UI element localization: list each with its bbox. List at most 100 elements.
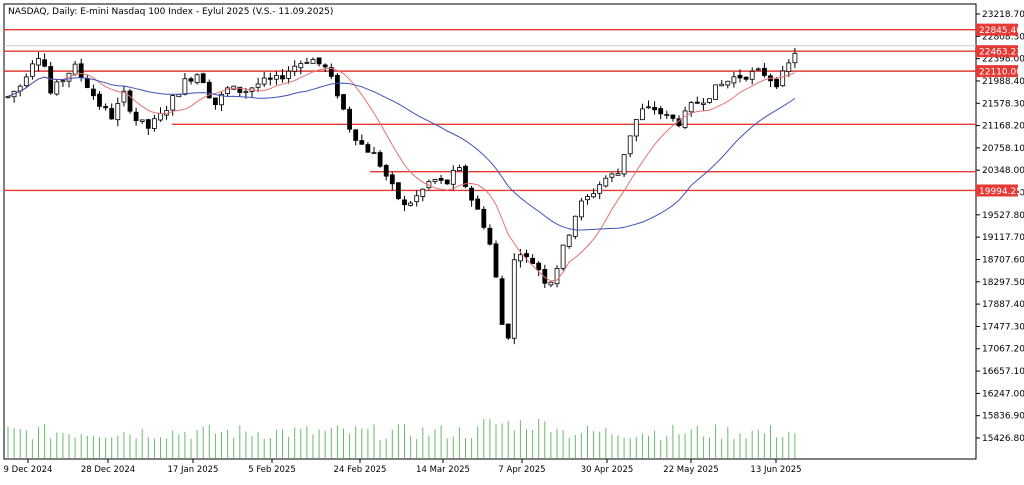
candle-body bbox=[548, 281, 554, 286]
candle-body bbox=[560, 244, 566, 269]
candle-body bbox=[286, 70, 292, 79]
candle-body bbox=[139, 119, 145, 122]
candle-body bbox=[762, 67, 767, 76]
candle-body bbox=[298, 63, 304, 69]
candle-body bbox=[737, 74, 743, 79]
level-price-label: 22463.23 bbox=[979, 48, 1022, 58]
candle-body bbox=[731, 76, 737, 84]
level-price-label: 22110.00 bbox=[979, 68, 1022, 78]
level-price-badge bbox=[976, 65, 1018, 78]
candle-body bbox=[48, 66, 54, 94]
candle-body bbox=[572, 215, 578, 237]
candle-body bbox=[707, 98, 712, 103]
candle-body bbox=[591, 193, 596, 198]
candle-body bbox=[347, 108, 353, 130]
candle-body bbox=[579, 200, 584, 218]
candle-body bbox=[524, 253, 529, 258]
candle-body bbox=[792, 52, 798, 64]
candle-body bbox=[127, 90, 133, 112]
x-tick-label: 14 Mar 2025 bbox=[416, 465, 470, 475]
y-tick-label: 20758.10 bbox=[982, 144, 1024, 154]
candle-body bbox=[292, 65, 298, 72]
candle-body bbox=[377, 152, 383, 167]
level-price-badge bbox=[976, 184, 1018, 197]
candle-body bbox=[29, 63, 35, 77]
candle-body bbox=[237, 86, 243, 93]
candle-body bbox=[334, 74, 340, 97]
candle-body bbox=[530, 257, 535, 265]
candle-body bbox=[658, 108, 664, 115]
candle-body bbox=[664, 114, 670, 116]
candle-body bbox=[280, 75, 285, 80]
candle-body bbox=[359, 140, 365, 145]
candle-body bbox=[487, 227, 493, 245]
candle-body bbox=[322, 64, 328, 68]
candle-body bbox=[97, 93, 102, 107]
level-price-badge bbox=[976, 23, 1018, 36]
y-tick-label: 21168.20 bbox=[982, 122, 1024, 132]
candle-body bbox=[84, 77, 90, 88]
level-price-label: 19994.25 bbox=[979, 187, 1022, 197]
x-tick-label: 5 Feb 2025 bbox=[248, 465, 296, 475]
candle-body bbox=[133, 111, 139, 122]
candle-body bbox=[621, 154, 627, 175]
candle-body bbox=[499, 278, 505, 325]
candle-body bbox=[694, 101, 700, 104]
candle-body bbox=[780, 70, 786, 87]
y-tick-label: 16657.10 bbox=[982, 367, 1024, 377]
candle-body bbox=[493, 243, 499, 278]
candle-body bbox=[670, 114, 676, 119]
candle-body bbox=[91, 88, 96, 97]
candle-body bbox=[145, 119, 151, 129]
candle-body bbox=[231, 85, 237, 90]
candle-body bbox=[182, 78, 188, 95]
candle-body bbox=[219, 93, 224, 106]
y-tick-label: 17477.30 bbox=[982, 322, 1024, 332]
candle-body bbox=[633, 119, 639, 137]
candle-body bbox=[688, 102, 694, 113]
y-tick-label: 22398.00 bbox=[982, 55, 1024, 65]
candle-body bbox=[554, 268, 560, 285]
candle-body bbox=[408, 202, 414, 206]
x-tick-label: 9 Dec 2024 bbox=[4, 465, 53, 475]
candle-body bbox=[243, 91, 249, 94]
candle-body bbox=[615, 173, 621, 176]
candle-body bbox=[5, 96, 11, 98]
candle-body bbox=[261, 77, 267, 85]
candle-body bbox=[267, 77, 273, 80]
candle-body bbox=[103, 106, 108, 109]
candle-body bbox=[194, 74, 200, 84]
y-tick-label: 19117.70 bbox=[982, 233, 1024, 243]
candle-body bbox=[78, 63, 84, 78]
chart-title: NASDAQ, Daily: E-mini Nasdaq 100 Index -… bbox=[8, 7, 333, 17]
candle-body bbox=[414, 195, 420, 203]
candle-body bbox=[115, 103, 121, 121]
candle-body bbox=[273, 75, 279, 80]
candle-body bbox=[597, 184, 603, 194]
candle-body bbox=[255, 83, 261, 88]
candle-body bbox=[566, 234, 572, 247]
candle-body bbox=[353, 129, 359, 141]
y-tick-label: 16247.00 bbox=[982, 389, 1024, 399]
candle-body bbox=[518, 254, 523, 262]
x-tick-label: 28 Dec 2024 bbox=[81, 465, 135, 475]
y-tick-label: 18707.60 bbox=[982, 255, 1024, 265]
x-tick-label: 30 Apr 2025 bbox=[581, 465, 634, 475]
candle-body bbox=[188, 78, 194, 82]
x-tick-label: 24 Feb 2025 bbox=[334, 465, 387, 475]
y-tick-label: 21988.40 bbox=[982, 77, 1024, 87]
candle-body bbox=[713, 84, 718, 100]
candle-body bbox=[72, 63, 78, 75]
candle-body bbox=[743, 76, 749, 80]
candle-body bbox=[328, 67, 334, 77]
candle-body bbox=[432, 179, 438, 182]
y-tick-label: 20348.00 bbox=[982, 166, 1024, 176]
candle-body bbox=[640, 108, 645, 121]
candle-body bbox=[365, 144, 371, 153]
candle-body bbox=[609, 173, 615, 178]
y-tick-label: 18297.50 bbox=[982, 278, 1024, 288]
candle-body bbox=[786, 62, 792, 72]
candle-body bbox=[420, 188, 426, 197]
candle-body bbox=[652, 107, 657, 111]
x-tick-label: 13 Jun 2025 bbox=[750, 465, 801, 475]
